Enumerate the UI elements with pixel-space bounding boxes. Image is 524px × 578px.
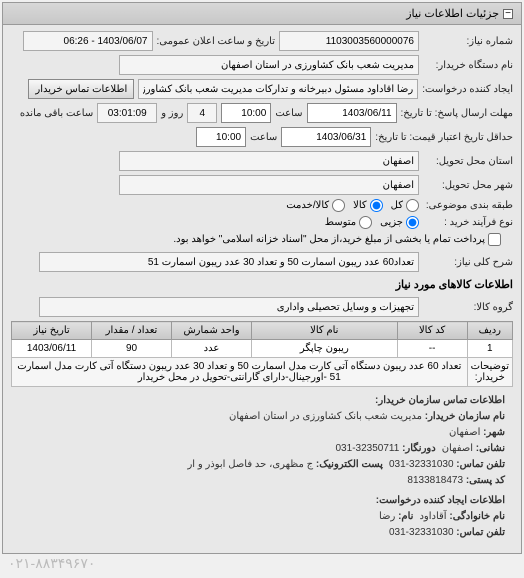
group-label: گروه کالا: [423,302,513,313]
buyer-org-label: نام دستگاه خریدار: [423,60,513,71]
items-section-title: اطلاعات کالاهای مورد نیاز [11,276,513,293]
settle-note: پرداخت تمام یا بخشی از مبلغ خرید،از محل … [173,234,485,245]
deadline-date-field[interactable] [307,103,397,123]
process-radio-group: جزیی متوسط [325,216,419,229]
validity-label: حداقل تاریخ اعتبار قیمت: تا تاریخ: [375,132,513,143]
watermark-phone: ۰۲۱-۸۸۳۴۹۶۷۰ [8,555,95,572]
time-label-1: ساعت [275,108,302,119]
f-cphone-label: تلفن تماس: [456,527,505,538]
details-panel: − جزئیات اطلاعات نیاز شماره نیاز: تاریخ … [2,2,522,554]
f-addr: اصفهان [442,443,473,454]
panel-body: شماره نیاز: تاریخ و ساعت اعلان عمومی: نا… [3,25,521,553]
desc-cell: تعداد 60 عدد ریبون دستگاه آتی کارت مدل ا… [12,358,468,387]
items-table: ردیف کد کالا نام کالا واحد شمارش تعداد /… [11,321,513,387]
validity-time-field[interactable] [196,127,246,147]
f-name: رضا [379,511,395,522]
f-mail: ج مظهری، حد فاصل ابوذر و ار [187,459,313,470]
creator-field [138,79,418,99]
subject-group-label: طبقه بندی موضوعی: [423,200,513,211]
f-phone-label: تلفن تماس: [456,459,505,470]
radio-goods[interactable] [370,199,383,212]
cell-name: ریبون چاپگر [252,340,398,358]
announce-label: تاریخ و ساعت اعلان عمومی: [157,36,276,47]
table-desc-row: توضیحات خریدار: تعداد 60 عدد ریبون دستگا… [12,358,513,387]
creator-section-title: اطلاعات ایجاد کننده درخواست: [19,493,505,509]
f-postal-label: کد پستی: [466,475,505,486]
radio-partial[interactable] [406,216,419,229]
validity-date-field[interactable] [281,127,371,147]
footer-title: اطلاعات تماس سازمان خریدار: [19,393,505,409]
creator-label: ایجاد کننده درخواست: [422,84,513,95]
radio-medium[interactable] [359,216,372,229]
cell-code: -- [397,340,467,358]
col-date: تاریخ نیاز [12,322,92,340]
footer-block: اطلاعات تماس سازمان خریدار: نام سازمان خ… [11,387,513,547]
desc-label-cell: توضیحات خریدار: [467,358,512,387]
f-family-label: نام خانوادگی: [449,511,505,522]
f-name-label: نام: [398,511,413,522]
radio-service[interactable] [332,199,345,212]
days-remain-field [187,103,217,123]
days-remain-label: روز و [161,108,183,119]
cell-idx: 1 [467,340,512,358]
collapse-icon[interactable]: − [503,9,513,19]
delivery-province-label: استان محل تحویل: [423,156,513,167]
buyer-org-field [119,55,419,75]
radio-all[interactable] [406,199,419,212]
delivery-city-field [119,175,419,195]
table-header-row: ردیف کد کالا نام کالا واحد شمارش تعداد /… [12,322,513,340]
col-idx: ردیف [467,322,512,340]
panel-title: جزئیات اطلاعات نیاز [406,7,499,20]
f-org: مدیریت شعب بانک کشاورزی در استان اصفهان [229,411,422,422]
f-addr-label: نشانی: [476,443,505,454]
time-label-2: ساعت [250,132,277,143]
f-fax: 32350711-031 [336,443,400,454]
contact-info-button[interactable]: اطلاعات تماس خریدار [28,79,134,99]
announce-field [23,31,153,51]
panel-header: − جزئیات اطلاعات نیاز [3,3,521,25]
col-name: نام کالا [252,322,398,340]
cell-date: 1403/06/11 [12,340,92,358]
process-label: نوع فرآیند خرید : [423,217,513,228]
table-row[interactable]: 1 -- ریبون چاپگر عدد 90 1403/06/11 [12,340,513,358]
col-unit: واحد شمارش [172,322,252,340]
f-city-label: شهر: [483,427,505,438]
f-mail-label: پست الکترونیک: [316,459,383,470]
req-no-label: شماره نیاز: [423,36,513,47]
delivery-city-label: شهر محل تحویل: [423,180,513,191]
time-remain-field [97,103,157,123]
f-phone: 32331030-031 [389,459,454,470]
cell-qty: 90 [92,340,172,358]
cell-unit: عدد [172,340,252,358]
f-family: آقاداود [419,511,446,522]
deadline-label: مهلت ارسال پاسخ: تا تاریخ: [401,108,513,119]
group-field [39,297,419,317]
subject-radio-group: کل کالا کالا/خدمت [286,199,419,212]
f-city: اصفهان [449,427,480,438]
f-cphone: 32331030-031 [389,527,454,538]
f-postal: 8133818473 [407,475,463,486]
brief-field [39,252,419,272]
f-fax-label: دورنگار: [402,443,436,454]
col-qty: تعداد / مقدار [92,322,172,340]
col-code: کد کالا [397,322,467,340]
req-no-field [279,31,419,51]
time-remain-label: ساعت باقی مانده [20,108,93,119]
f-org-label: نام سازمان خریدار: [425,411,505,422]
brief-label: شرح کلی نیاز: [423,257,513,268]
delivery-province-field [119,151,419,171]
deadline-time-field[interactable] [221,103,271,123]
settlement-checkbox[interactable] [488,233,501,246]
